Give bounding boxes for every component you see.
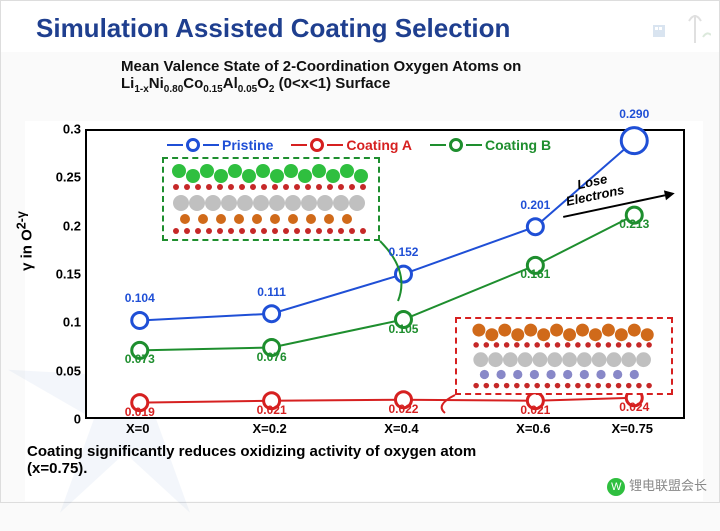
y-tick: 0.05 [47,363,81,378]
data-label: 0.201 [520,198,550,212]
data-label: 0.111 [257,285,286,299]
data-label: 0.076 [257,350,287,364]
data-label: 0.161 [520,267,550,281]
x-tick: X=0.6 [516,421,550,436]
y-tick: 0.15 [47,267,81,282]
data-label: 0.073 [125,352,155,366]
bottom-caption: Coating significantly reduces oxidizing … [27,443,476,477]
y-axis-title: γ in O2-γ [15,211,36,271]
x-tick: X=0.2 [252,421,286,436]
data-label: 0.213 [619,217,649,231]
data-label: 0.022 [388,402,418,416]
title-bar: Simulation Assisted Coating Selection [1,1,719,52]
data-label: 0.290 [619,107,649,121]
x-tick: X=0.75 [611,421,653,436]
data-label: 0.021 [257,403,287,417]
chart-area: γ in O2-γ Pristine Coating A Coating B [25,121,703,501]
x-tick: X=0 [126,421,150,436]
x-tick: X=0.4 [384,421,418,436]
data-label: 0.105 [388,322,418,336]
plot-region: Pristine Coating A Coating B Lose Electr… [85,129,685,419]
y-tick: 0.1 [47,315,81,330]
data-label: 0.019 [125,405,155,419]
main-title: Simulation Assisted Coating Selection [36,13,699,44]
watermark-text: W 锂电联盟会长 [607,475,707,496]
y-tick: 0 [47,412,81,427]
data-label: 0.021 [520,403,550,417]
inset-lattice-left [162,157,380,241]
y-tick: 0.2 [47,218,81,233]
data-label: 0.024 [619,400,649,414]
corner-eco-icon [651,7,711,47]
y-tick: 0.25 [47,170,81,185]
data-label: 0.104 [125,291,155,305]
y-tick: 0.3 [47,122,81,137]
inset-lattice-right [455,317,673,395]
data-label: 0.152 [388,245,418,259]
chart-subtitle: Mean Valence State of 2-Coordination Oxy… [1,52,719,101]
